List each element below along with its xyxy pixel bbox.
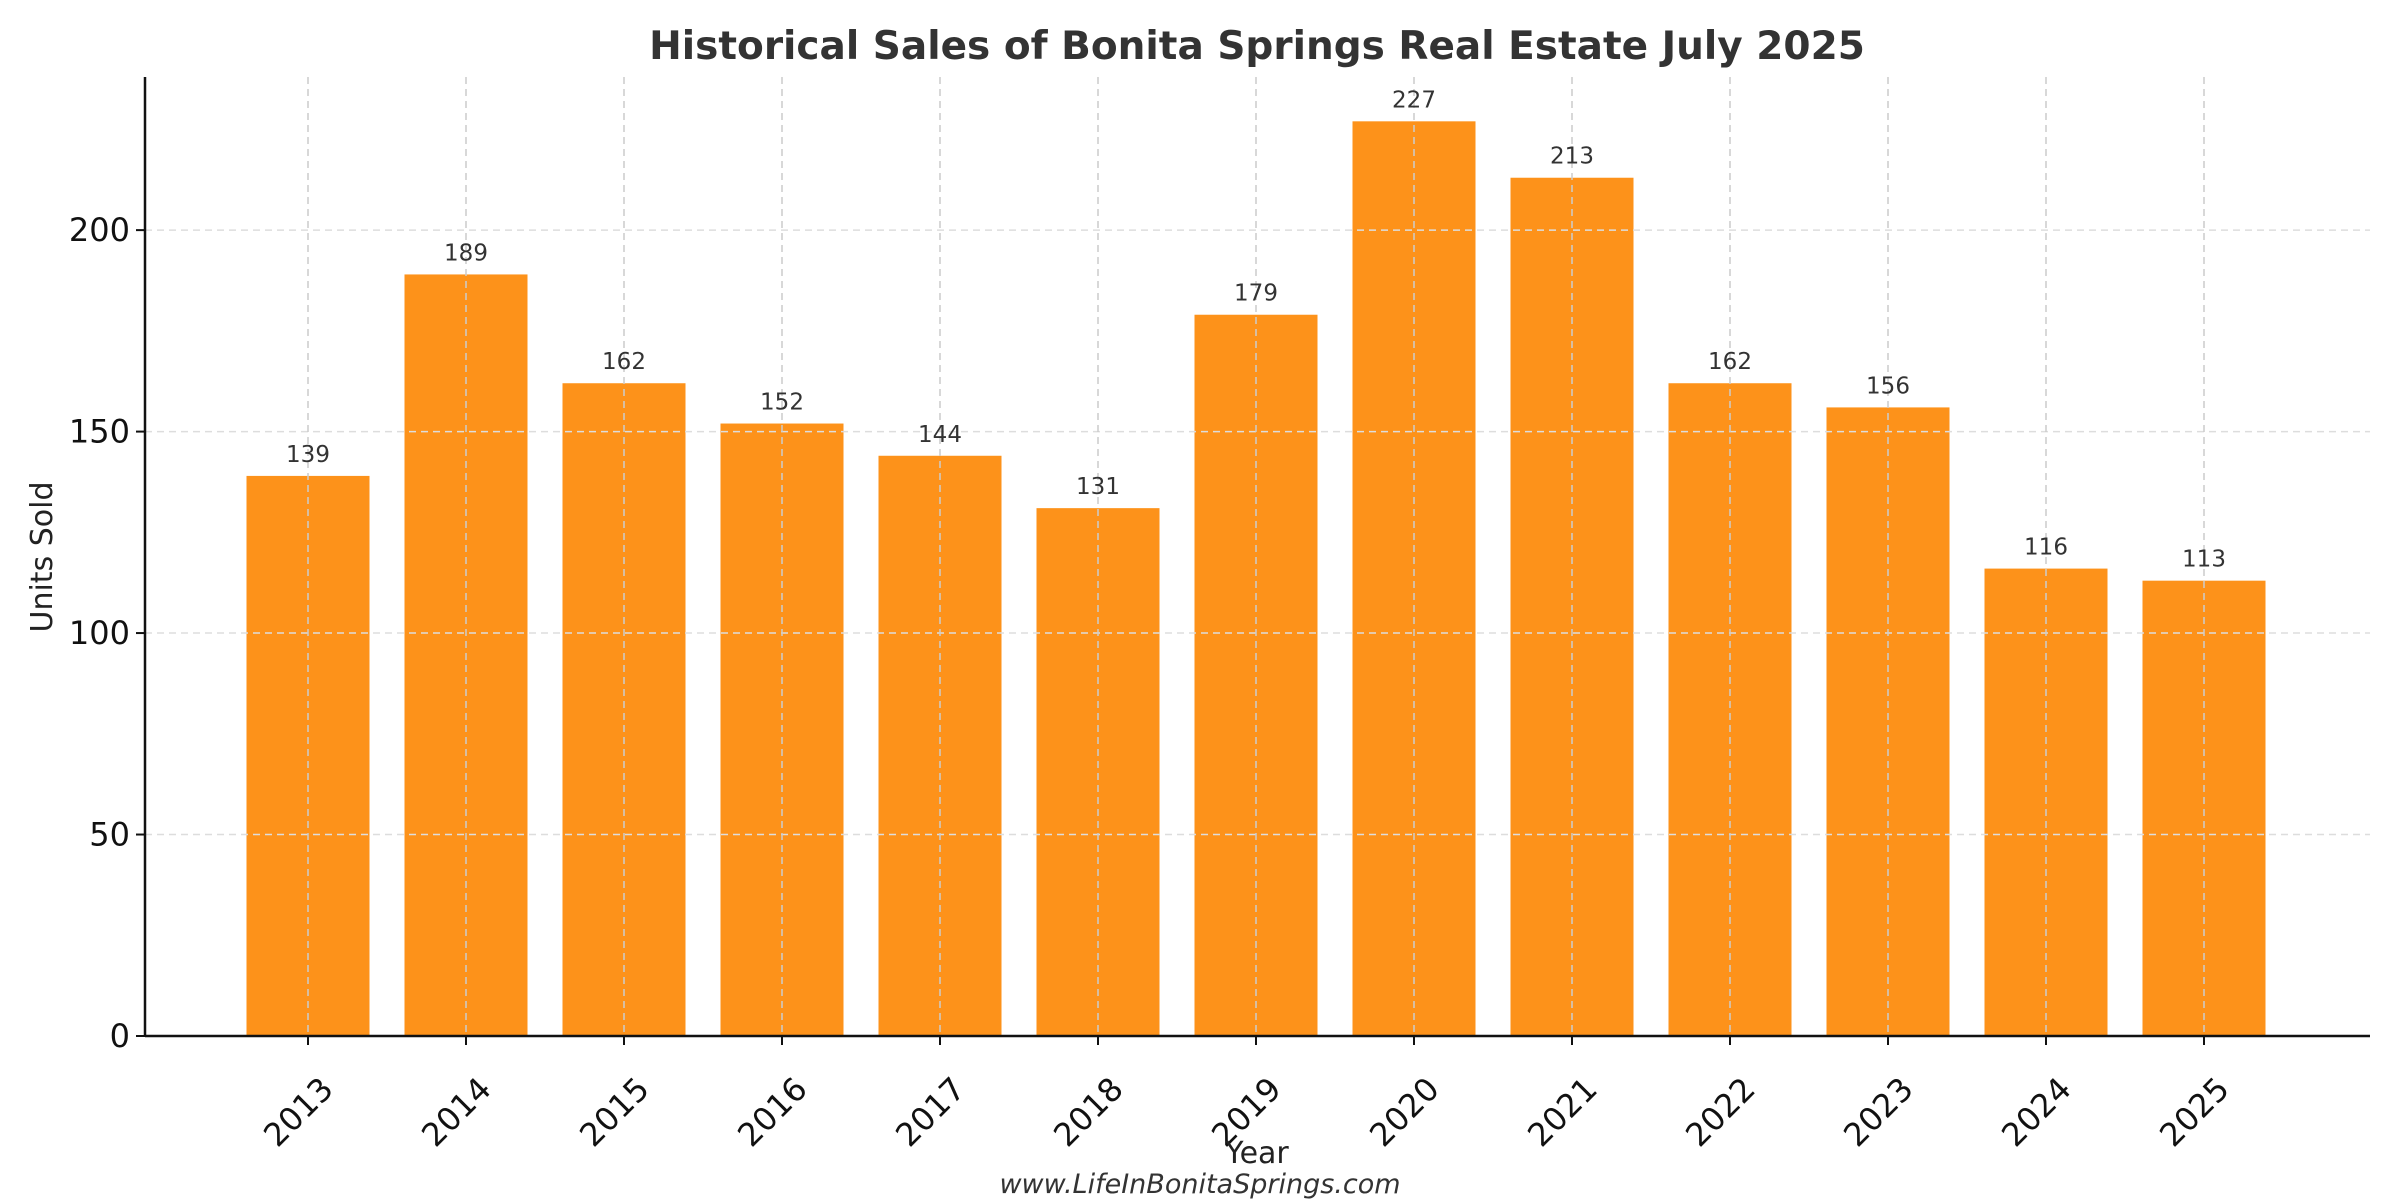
value-label-2016: 152 bbox=[760, 390, 804, 416]
value-label-2013: 139 bbox=[286, 442, 330, 468]
x-tick-label-2020: 2020 bbox=[1362, 1070, 1446, 1154]
bar-2017 bbox=[878, 455, 1002, 1036]
bar-2022 bbox=[1668, 383, 1792, 1036]
value-label-2017: 144 bbox=[918, 422, 962, 448]
y-tick-label: 150 bbox=[69, 413, 130, 451]
bar-2019 bbox=[1194, 314, 1318, 1036]
x-tick-label-2024: 2024 bbox=[1994, 1070, 2078, 1154]
y-tick-label: 0 bbox=[110, 1017, 130, 1055]
x-tick-label-2018: 2018 bbox=[1046, 1070, 1130, 1154]
y-tick-label: 50 bbox=[89, 816, 130, 854]
x-tick-label-2021: 2021 bbox=[1520, 1070, 1604, 1154]
y-axis-label: Units Sold bbox=[25, 481, 60, 632]
value-label-2020: 227 bbox=[1392, 87, 1436, 113]
value-label-2014: 189 bbox=[444, 240, 488, 266]
value-labels: 139 189 162 152 144 131 179 227 213 162 156 116 113 bbox=[286, 87, 2226, 572]
chart-title: Historical Sales of Bonita Springs Real … bbox=[649, 24, 1865, 69]
x-tick-label-2017: 2017 bbox=[888, 1070, 972, 1154]
value-label-2018: 131 bbox=[1076, 474, 1120, 500]
x-tick-label-2015: 2015 bbox=[572, 1070, 656, 1154]
y-tick-label: 100 bbox=[69, 614, 130, 652]
value-label-2021: 213 bbox=[1550, 144, 1594, 170]
x-axis-label: Year bbox=[1224, 1136, 1289, 1171]
x-tick-label-2023: 2023 bbox=[1836, 1070, 1920, 1154]
x-tick-label-2016: 2016 bbox=[730, 1070, 814, 1154]
bar-2015 bbox=[562, 383, 686, 1036]
value-label-2025: 113 bbox=[2182, 547, 2226, 573]
y-tick-label: 200 bbox=[69, 211, 130, 249]
value-label-2022: 162 bbox=[1708, 349, 1752, 375]
footer-url: www.LifeInBonitaSprings.com bbox=[999, 1169, 1400, 1200]
x-tick-label-2022: 2022 bbox=[1678, 1070, 1762, 1154]
x-tick-label-2025: 2025 bbox=[2152, 1070, 2236, 1154]
value-label-2019: 179 bbox=[1234, 281, 1278, 307]
x-tick-label-2013: 2013 bbox=[256, 1070, 340, 1154]
grid-lines bbox=[145, 77, 2370, 1036]
value-label-2024: 116 bbox=[2024, 535, 2068, 561]
x-tick-label-2014: 2014 bbox=[414, 1070, 498, 1154]
value-label-2015: 162 bbox=[602, 349, 646, 375]
value-label-2023: 156 bbox=[1866, 373, 1910, 399]
